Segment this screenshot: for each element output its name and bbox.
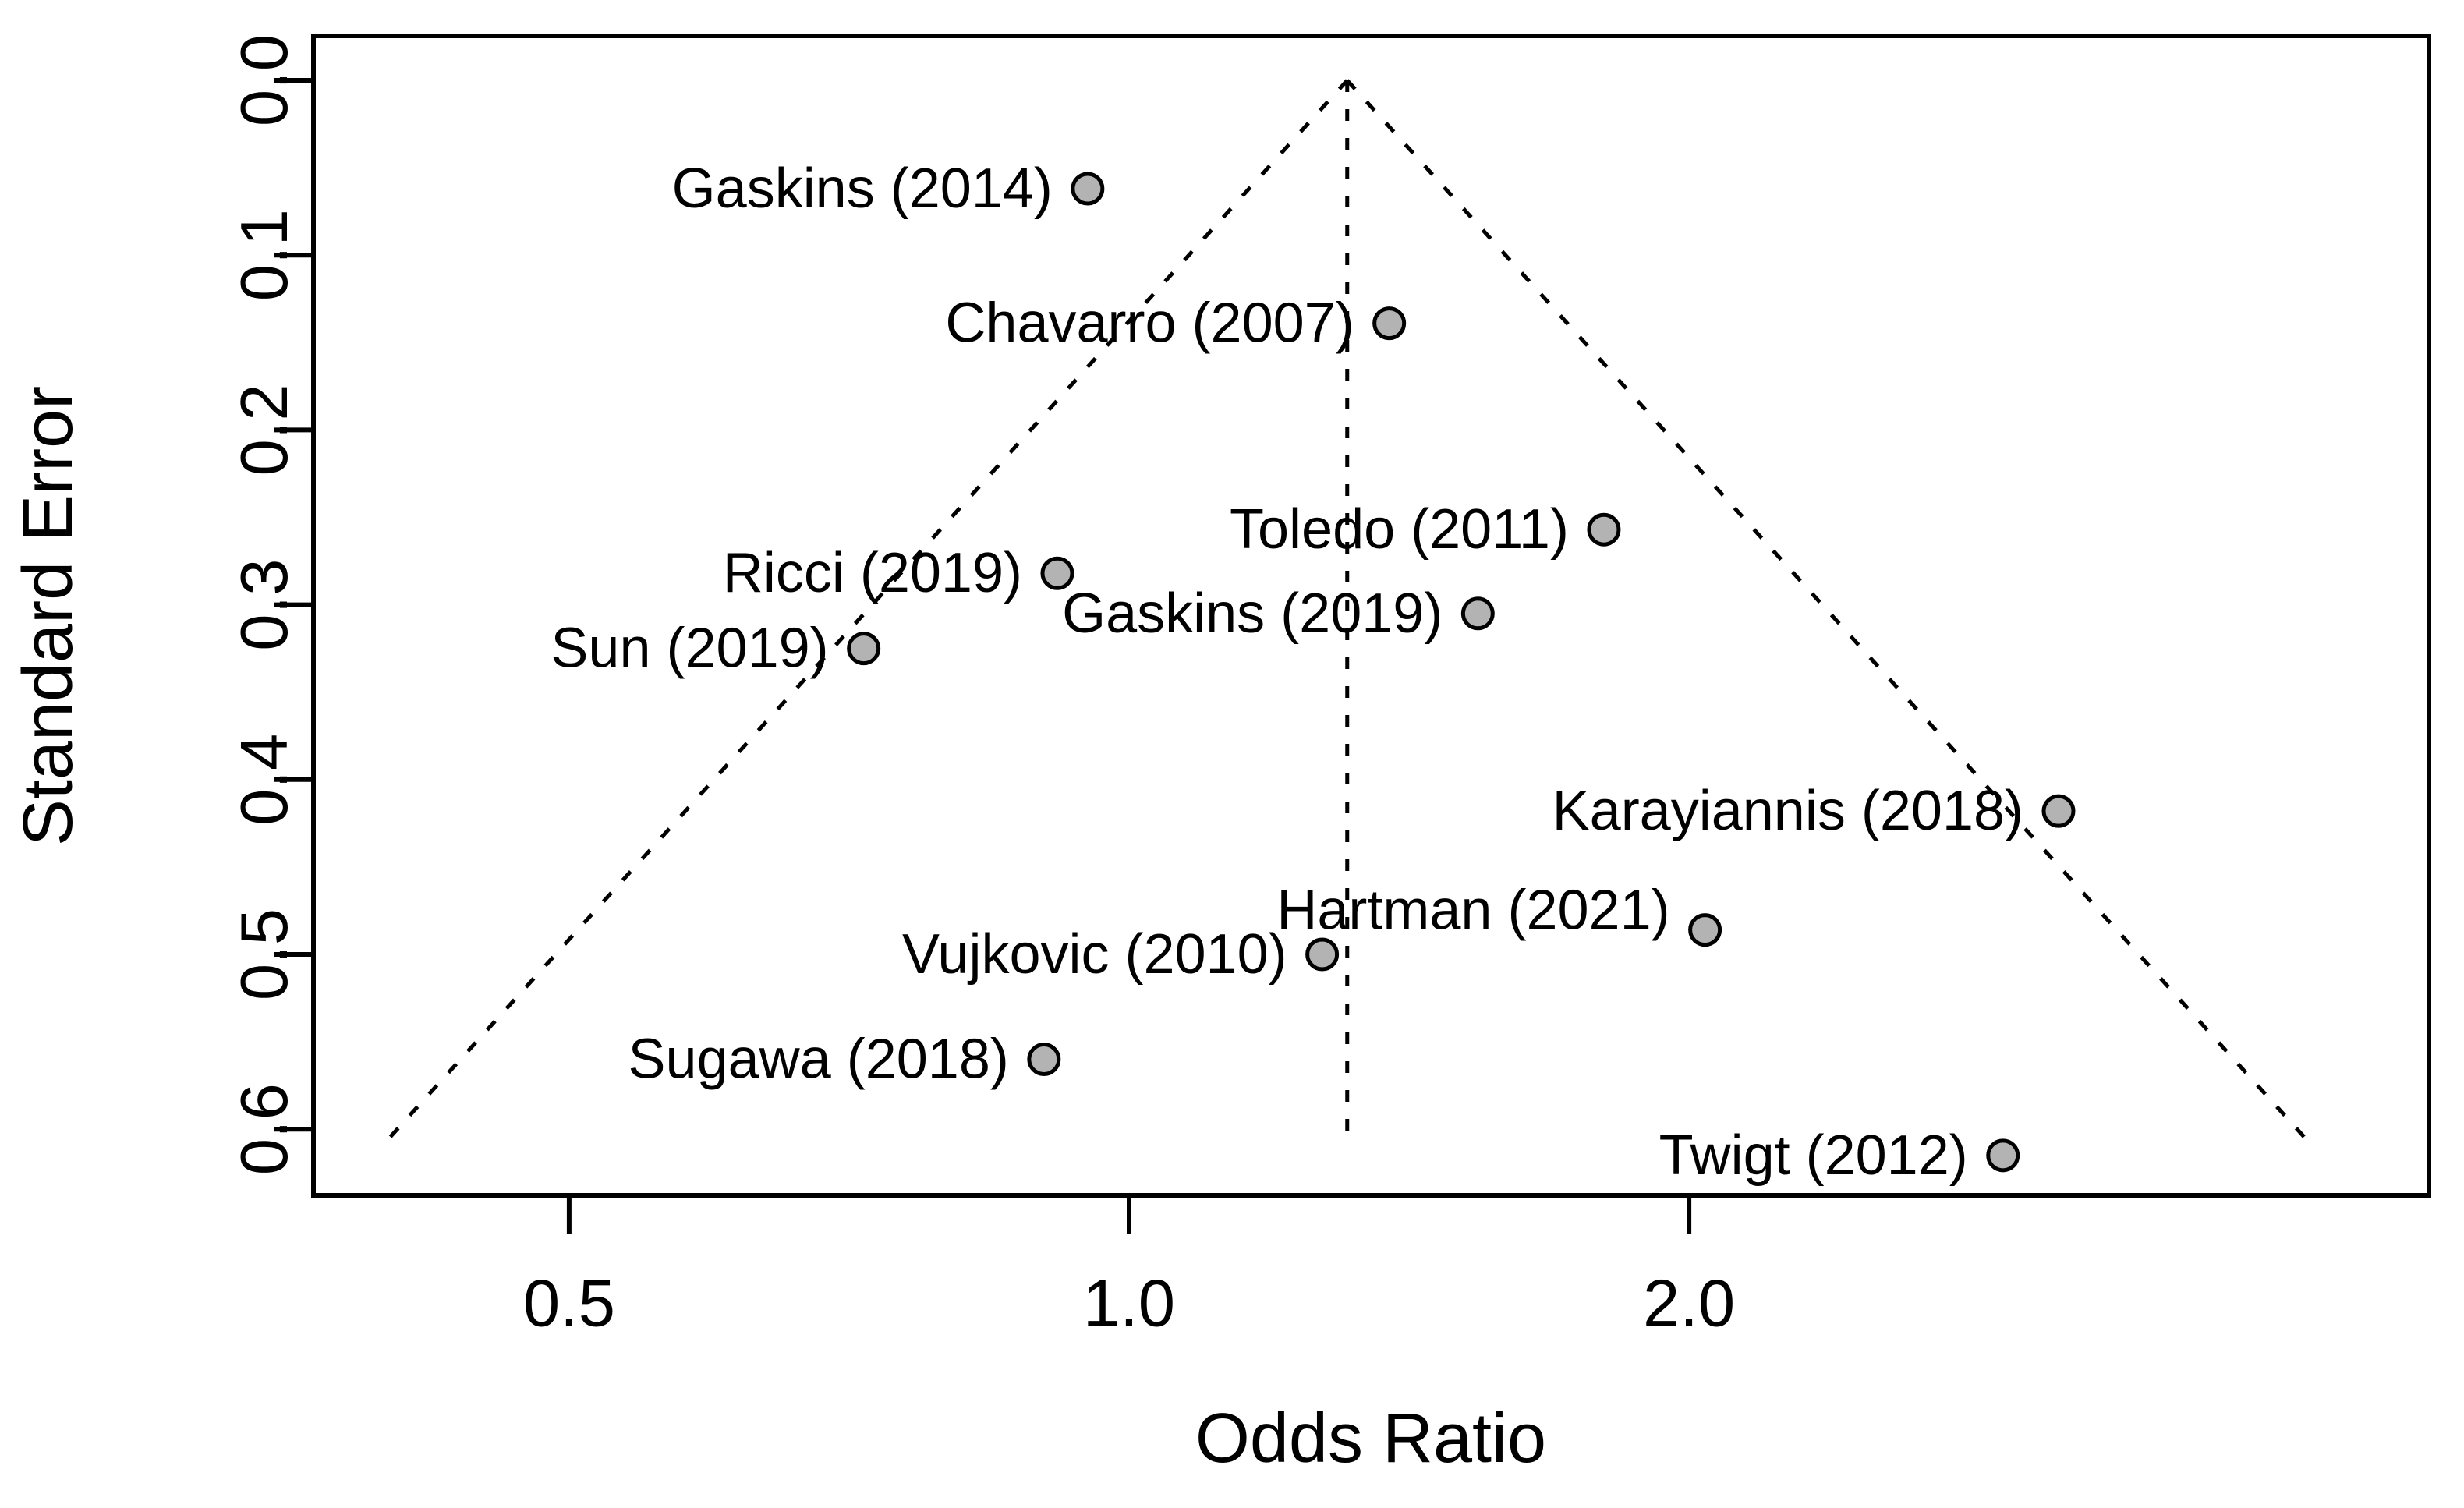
data-point-label: Sun (2019) (551, 618, 828, 680)
plot-border (311, 34, 2431, 1198)
y-tick-label: 0.4 (228, 734, 302, 826)
y-tick-label: 0.3 (228, 559, 302, 651)
data-point-label: Sugawa (2018) (628, 1028, 1009, 1091)
data-point (1305, 937, 1340, 972)
data-point (1587, 512, 1621, 547)
data-point-label: Chavarro (2007) (945, 292, 1354, 355)
x-axis-title: Odds Ratio (1195, 1400, 1546, 1478)
data-point-label: Ricci (2019) (723, 542, 1022, 604)
data-point (1040, 556, 1074, 590)
data-point (2041, 794, 2076, 828)
y-tick-label: 0.6 (228, 1083, 302, 1175)
data-point (847, 632, 881, 666)
data-point (1071, 172, 1105, 206)
funnel-right-line (1345, 79, 2309, 1142)
data-point-label: Hartman (2021) (1276, 880, 1669, 942)
x-tick-label: 2.0 (1643, 1267, 1735, 1341)
data-point (1688, 913, 1722, 947)
funnel-left-line (386, 79, 1349, 1142)
y-tick-label: 0.2 (228, 384, 302, 476)
data-point (1372, 306, 1407, 341)
data-point-label: Twigt (2012) (1659, 1124, 1968, 1187)
data-point-label: Gaskins (2019) (1062, 582, 1443, 645)
data-point (1986, 1138, 2020, 1173)
data-point-label: Toledo (2011) (1230, 498, 1569, 561)
data-point-label: Karayiannis (2018) (1552, 780, 2023, 842)
y-tick-label: 0.0 (228, 34, 302, 126)
data-point-label: Vujkovic (2010) (902, 923, 1287, 986)
y-tick-label: 0.5 (228, 908, 302, 1000)
data-point-label: Gaskins (2014) (672, 158, 1053, 220)
data-point (1460, 596, 1495, 631)
data-point (1027, 1043, 1061, 1077)
y-axis-title: Standard Error (9, 386, 87, 846)
x-tick-label: 0.5 (523, 1267, 615, 1341)
y-tick-label: 0.1 (228, 209, 302, 301)
x-tick-label: 1.0 (1083, 1267, 1175, 1341)
